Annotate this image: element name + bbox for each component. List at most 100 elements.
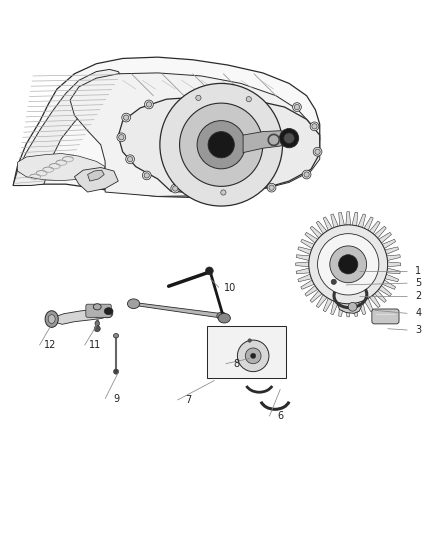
Text: 7: 7 [185, 395, 191, 405]
Ellipse shape [95, 321, 99, 326]
Circle shape [302, 170, 311, 179]
Polygon shape [316, 295, 327, 308]
Circle shape [348, 302, 357, 311]
Ellipse shape [93, 304, 101, 310]
Ellipse shape [102, 309, 113, 318]
Ellipse shape [48, 314, 55, 324]
Circle shape [126, 155, 134, 164]
Circle shape [124, 115, 129, 120]
Circle shape [194, 93, 203, 102]
Circle shape [144, 173, 149, 178]
Text: 9: 9 [113, 394, 119, 404]
Circle shape [246, 96, 251, 102]
Polygon shape [55, 308, 109, 324]
Circle shape [117, 133, 126, 142]
Circle shape [180, 103, 263, 187]
Circle shape [221, 190, 226, 195]
Circle shape [196, 95, 201, 101]
Circle shape [208, 132, 234, 158]
Text: 12: 12 [44, 341, 57, 350]
Circle shape [113, 369, 119, 374]
Circle shape [142, 171, 151, 180]
Polygon shape [129, 302, 223, 318]
Polygon shape [346, 304, 350, 317]
Polygon shape [296, 268, 310, 274]
Ellipse shape [218, 313, 230, 323]
Polygon shape [296, 262, 309, 266]
Polygon shape [305, 286, 318, 296]
Circle shape [127, 157, 133, 162]
Polygon shape [387, 255, 400, 261]
Circle shape [293, 103, 301, 111]
Polygon shape [352, 212, 358, 226]
Polygon shape [243, 131, 291, 152]
Polygon shape [305, 232, 318, 243]
Text: 4: 4 [415, 309, 421, 318]
Polygon shape [369, 295, 380, 308]
Polygon shape [369, 221, 380, 234]
Polygon shape [310, 290, 322, 302]
Circle shape [251, 353, 256, 359]
Circle shape [237, 340, 269, 372]
Ellipse shape [113, 334, 119, 338]
Circle shape [94, 326, 100, 332]
Circle shape [279, 128, 299, 148]
Polygon shape [331, 214, 338, 228]
Circle shape [205, 267, 213, 275]
Ellipse shape [127, 299, 140, 309]
Polygon shape [13, 57, 320, 197]
Polygon shape [364, 217, 373, 230]
Circle shape [269, 185, 274, 190]
Polygon shape [88, 170, 104, 181]
Circle shape [339, 255, 358, 274]
Ellipse shape [45, 311, 58, 327]
Polygon shape [301, 280, 314, 289]
Text: 10: 10 [224, 282, 236, 293]
Polygon shape [310, 226, 322, 238]
Circle shape [248, 339, 251, 342]
Circle shape [160, 84, 283, 206]
Text: 6: 6 [277, 411, 283, 421]
Ellipse shape [104, 308, 113, 314]
Text: 11: 11 [89, 341, 102, 350]
Polygon shape [296, 255, 310, 261]
Circle shape [313, 147, 322, 156]
Polygon shape [74, 167, 118, 192]
Polygon shape [339, 212, 344, 226]
Circle shape [219, 188, 228, 197]
Polygon shape [358, 214, 366, 228]
Ellipse shape [217, 312, 226, 320]
Circle shape [310, 122, 319, 131]
Circle shape [122, 113, 131, 122]
Circle shape [330, 246, 367, 282]
Circle shape [146, 102, 152, 107]
Polygon shape [385, 274, 399, 282]
Polygon shape [388, 262, 401, 266]
Circle shape [331, 279, 336, 285]
Polygon shape [18, 154, 105, 181]
Circle shape [119, 135, 124, 140]
Circle shape [173, 186, 178, 191]
FancyBboxPatch shape [207, 326, 286, 378]
Text: 3: 3 [415, 325, 421, 335]
Polygon shape [298, 247, 311, 254]
Polygon shape [364, 298, 373, 312]
FancyBboxPatch shape [372, 309, 399, 324]
Polygon shape [387, 268, 400, 274]
Circle shape [145, 100, 153, 109]
Circle shape [304, 172, 309, 177]
Polygon shape [374, 290, 386, 302]
Polygon shape [382, 280, 396, 289]
Circle shape [244, 95, 253, 103]
FancyBboxPatch shape [86, 304, 111, 317]
Polygon shape [382, 239, 396, 248]
Polygon shape [385, 247, 399, 254]
Text: 8: 8 [233, 359, 240, 369]
Circle shape [294, 104, 300, 110]
Text: 5: 5 [415, 278, 421, 288]
Polygon shape [13, 69, 123, 185]
Polygon shape [358, 301, 366, 314]
Polygon shape [316, 221, 327, 234]
Polygon shape [379, 286, 392, 296]
Polygon shape [301, 239, 314, 248]
